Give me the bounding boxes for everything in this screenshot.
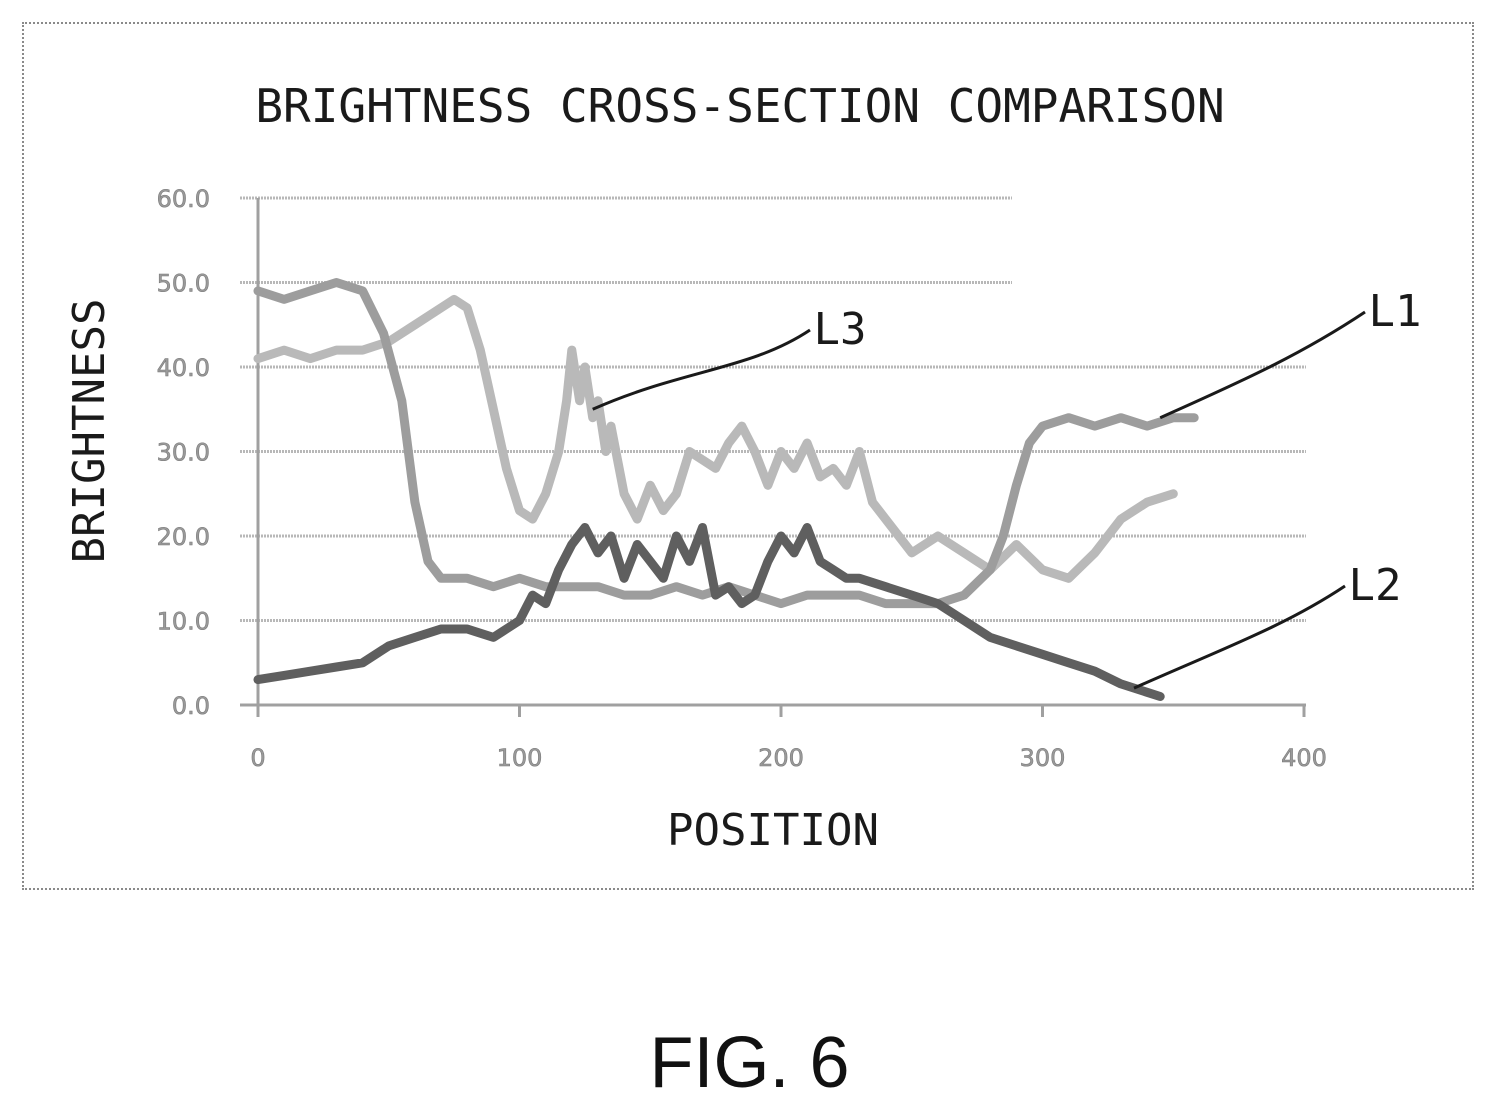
series-callouts: L1 L2 L3: [592, 286, 1422, 690]
x-tick-label: 400: [1281, 744, 1327, 772]
y-axis-label: BRIGHTNESS: [64, 299, 115, 564]
x-tick-label: 0: [250, 744, 265, 772]
figure-label: FIG. 6: [649, 1023, 850, 1103]
y-tick-label: 0.0: [172, 692, 210, 720]
grid-lines: [240, 196, 1306, 622]
x-tick-labels: 0 100 200 300 400: [250, 744, 1327, 773]
x-tick-label: 100: [497, 744, 543, 772]
callout-label-l2: L2: [1349, 560, 1402, 611]
chart-frame: [22, 22, 1474, 890]
x-axis-label: POSITION: [667, 805, 879, 856]
y-tick-labels: 0.0 10.0 20.0 30.0 40.0 50.0 60.0: [156, 185, 210, 721]
series-line-l2: [253, 523, 1165, 701]
callout-leader-l1: [1159, 310, 1366, 420]
chart-svg: BRIGHTNESS CROSS-SECTION COMPARISON 0.0 1…: [64, 79, 1422, 856]
y-tick-label: 10.0: [157, 608, 210, 636]
x-tick-label: 300: [1020, 744, 1066, 772]
series-lines: [253, 278, 1199, 701]
axes: [240, 198, 1306, 717]
x-tick-label: 200: [758, 744, 804, 772]
y-tick-label: 50.0: [157, 270, 210, 298]
y-tick-label: 40.0: [157, 354, 210, 382]
series-line-l3: [253, 294, 1178, 583]
y-tick-label: 60.0: [157, 185, 210, 213]
y-tick-label: 30.0: [157, 439, 210, 467]
callout-leader-l3: [592, 328, 811, 411]
y-tick-label: 20.0: [157, 523, 210, 551]
callout-leader-l2: [1133, 584, 1346, 690]
callout-label-l1: L1: [1369, 286, 1422, 337]
chart-title: BRIGHTNESS CROSS-SECTION COMPARISON: [255, 79, 1224, 133]
callout-label-l3: L3: [814, 304, 867, 355]
